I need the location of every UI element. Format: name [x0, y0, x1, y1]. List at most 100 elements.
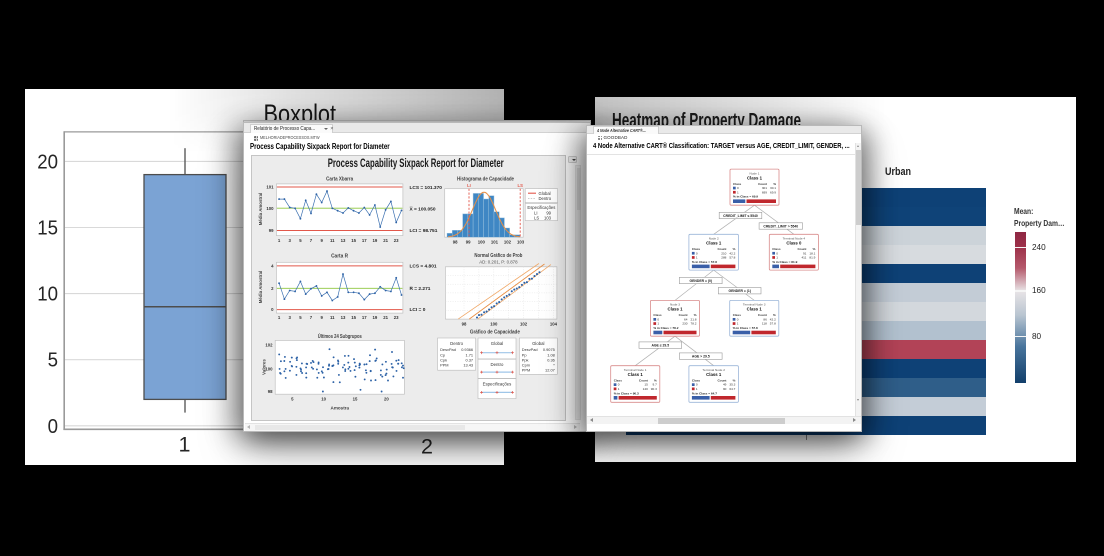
- svg-text:%: %: [773, 313, 776, 317]
- svg-text:19: 19: [372, 315, 377, 320]
- svg-text:Média Amostral: Média Amostral: [258, 271, 263, 304]
- svg-text:R̅ = 2.271: R̅ = 2.271: [409, 285, 431, 292]
- svg-text:699: 699: [762, 190, 767, 194]
- svg-text:Count: Count: [679, 313, 688, 317]
- svg-text:15: 15: [37, 217, 58, 240]
- svg-text:101: 101: [266, 185, 274, 190]
- svg-text:Terminal Node 4: Terminal Node 4: [783, 237, 806, 241]
- svg-text:20: 20: [37, 150, 58, 173]
- svg-text:Global: Global: [491, 341, 503, 346]
- svg-text:1: 1: [737, 322, 739, 326]
- svg-text:Média Amostral: Média Amostral: [258, 193, 263, 226]
- svg-text:1: 1: [278, 315, 281, 320]
- svg-text:13: 13: [341, 315, 346, 320]
- svg-text:1.08: 1.08: [547, 352, 555, 357]
- svg-text:Class 1: Class 1: [628, 372, 644, 377]
- svg-text:100: 100: [490, 321, 498, 326]
- svg-text:18.1: 18.1: [809, 251, 815, 255]
- svg-text:98: 98: [268, 389, 273, 394]
- svg-text:0.9366: 0.9366: [461, 347, 473, 352]
- svg-text:102: 102: [504, 239, 512, 244]
- svg-text:100: 100: [266, 206, 274, 211]
- svg-text:19: 19: [372, 238, 377, 243]
- svg-text:% in Class = 57.8: % in Class = 57.8: [692, 260, 717, 264]
- svg-text:57.8: 57.8: [729, 256, 735, 260]
- svg-text:CREDIT_LIMIT > 5540: CREDIT_LIMIT > 5540: [763, 224, 798, 228]
- svg-text:3: 3: [288, 238, 291, 243]
- svg-text:99: 99: [269, 228, 274, 233]
- svg-text:210: 210: [721, 251, 726, 255]
- svg-text:3: 3: [288, 315, 291, 320]
- svg-text:Especificações: Especificações: [483, 381, 512, 386]
- svg-text:Class: Class: [772, 247, 781, 251]
- svg-text:98: 98: [453, 239, 458, 244]
- svg-text:9.7: 9.7: [652, 383, 657, 387]
- svg-text:Amostra: Amostra: [330, 405, 349, 411]
- svg-text:Count: Count: [758, 182, 767, 186]
- svg-text:1: 1: [618, 387, 620, 391]
- svg-text:LCS = 101.370: LCS = 101.370: [409, 185, 442, 191]
- svg-text:Count: Count: [717, 379, 726, 383]
- svg-text:Class 1: Class 1: [706, 241, 722, 246]
- svg-text:LCI = 0: LCI = 0: [409, 307, 425, 313]
- svg-text:Normal Gráfico de Prob: Normal Gráfico de Prob: [474, 253, 522, 259]
- svg-text:Dentro: Dentro: [450, 341, 464, 346]
- svg-text:*: *: [553, 363, 555, 368]
- svg-text:0: 0: [657, 317, 659, 321]
- svg-text:Cpm: Cpm: [522, 363, 530, 368]
- svg-text:1: 1: [696, 387, 698, 391]
- svg-text:Class 1: Class 1: [667, 307, 683, 312]
- svg-text:PPM: PPM: [440, 363, 448, 368]
- svg-text:101: 101: [491, 239, 499, 244]
- svg-text:1: 1: [737, 190, 739, 194]
- svg-text:Class: Class: [692, 379, 701, 383]
- svg-text:0.9075: 0.9075: [543, 347, 555, 352]
- svg-text:% in Class = 64.7: % in Class = 64.7: [692, 391, 717, 395]
- svg-text:CREDIT_LIMIT ≤ 5540: CREDIT_LIMIT ≤ 5540: [723, 214, 758, 218]
- svg-text:Class 0: Class 0: [786, 241, 802, 246]
- svg-text:64: 64: [684, 317, 688, 321]
- svg-text:%: %: [733, 379, 736, 383]
- svg-text:42.2: 42.2: [770, 317, 776, 321]
- svg-text:23: 23: [394, 238, 399, 243]
- svg-text:5: 5: [299, 315, 302, 320]
- svg-text:1: 1: [696, 256, 698, 260]
- svg-text:0: 0: [737, 317, 739, 321]
- svg-text:1: 1: [776, 256, 778, 260]
- svg-text:%: %: [813, 247, 816, 251]
- svg-text:1: 1: [278, 238, 281, 243]
- svg-text:Gráfico de Capacidade: Gráfico de Capacidade: [470, 330, 520, 336]
- svg-text:98: 98: [462, 321, 467, 326]
- svg-text:%: %: [733, 247, 736, 251]
- svg-text:9: 9: [320, 238, 323, 243]
- svg-text:Ppk: Ppk: [522, 357, 529, 362]
- svg-text:86: 86: [763, 317, 767, 321]
- svg-text:GENDER = (1): GENDER = (1): [728, 289, 751, 293]
- svg-text:% in Class = 69.9: % in Class = 69.9: [733, 195, 758, 199]
- svg-text:0: 0: [696, 251, 698, 255]
- svg-text:15: 15: [351, 238, 356, 243]
- svg-text:57.8: 57.8: [770, 322, 776, 326]
- svg-text:GENDER = (0): GENDER = (0): [690, 279, 713, 283]
- svg-text:0: 0: [696, 383, 698, 387]
- svg-text:Pp: Pp: [522, 352, 527, 357]
- svg-text:Valores: Valores: [261, 359, 266, 375]
- svg-text:1.71: 1.71: [465, 352, 473, 357]
- svg-text:LCI = 98.751: LCI = 98.751: [409, 228, 437, 234]
- svg-text:4: 4: [271, 264, 274, 269]
- svg-text:21: 21: [383, 315, 388, 320]
- svg-text:90: 90: [723, 387, 727, 391]
- svg-text:15: 15: [644, 383, 648, 387]
- svg-text:100: 100: [478, 239, 486, 244]
- svg-text:30.1: 30.1: [770, 186, 776, 190]
- svg-text:13: 13: [341, 238, 346, 243]
- svg-text:10: 10: [37, 283, 58, 306]
- svg-text:%: %: [773, 182, 776, 186]
- svg-text:78.2: 78.2: [690, 322, 696, 326]
- svg-text:Dentro: Dentro: [538, 196, 551, 201]
- svg-text:Carta R: Carta R: [331, 254, 348, 260]
- svg-text:% in Class = 81.9: % in Class = 81.9: [772, 260, 797, 264]
- svg-text:7: 7: [310, 315, 313, 320]
- svg-text:20: 20: [384, 397, 389, 402]
- svg-text:49: 49: [723, 383, 727, 387]
